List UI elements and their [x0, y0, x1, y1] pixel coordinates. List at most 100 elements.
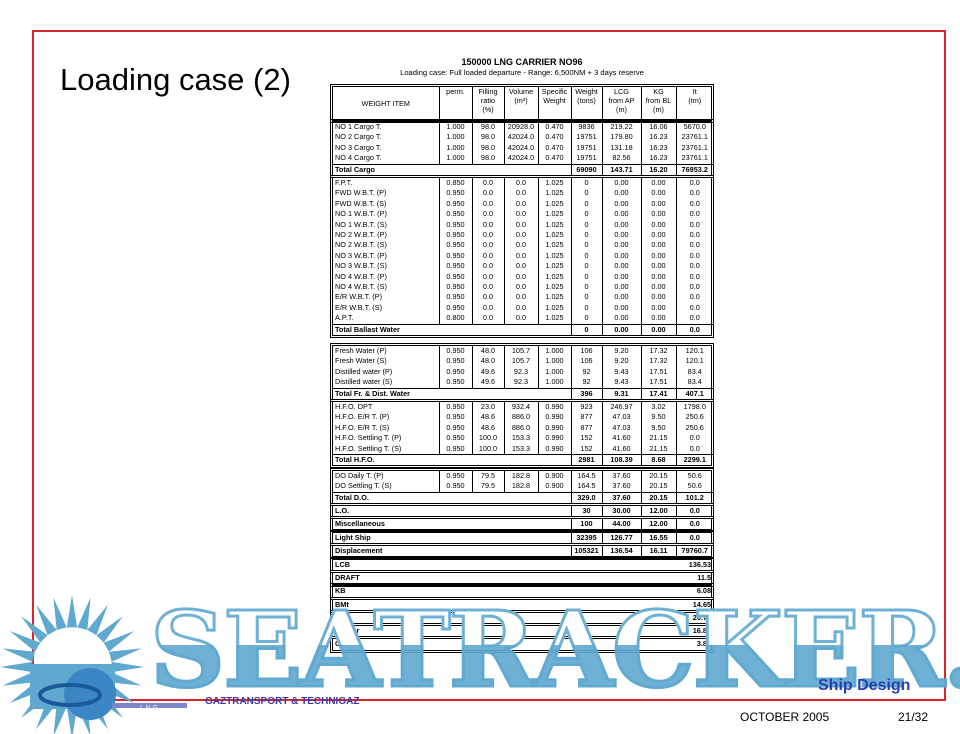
cell: 1.025 [537, 282, 571, 293]
table-row: H.F.O. Settling T. (P) 0.950 100.0 153.3 0.9… [333, 433, 713, 444]
cell: KG cor [333, 626, 602, 636]
cell: NO 4 W.B.T. (P) [335, 271, 387, 281]
header-line: ratio [480, 96, 496, 105]
cell: 0.0 [675, 198, 713, 210]
cell: 0.470 [537, 122, 571, 133]
cell: NO 1 W.B.T. (S) [335, 219, 387, 229]
cell: 0.00 [640, 302, 676, 314]
cell: 0.0 [675, 219, 713, 231]
cell: 1.025 [537, 292, 571, 303]
cell: NO 3 Cargo T. [335, 142, 382, 152]
cell: 0.00 [640, 271, 676, 283]
cell: E/R W.B.T. (P) [335, 292, 383, 302]
cell: 0.950 [438, 302, 472, 314]
cell: 0.00 [601, 198, 641, 210]
cell: 101.2 [675, 491, 713, 504]
cell: 0.0 [471, 292, 504, 303]
cell: 0.0 [675, 313, 713, 325]
cell: 16.23 [640, 132, 676, 143]
cell: 0.0 [503, 188, 538, 199]
cell: 9.50 [640, 412, 676, 423]
column-header: WEIGHT ITEM [333, 87, 439, 120]
summary-row: LCB 136.53 [330, 556, 714, 574]
cell: NO 4 W.B.T. (S) [335, 282, 387, 292]
cell: 1.025 [537, 188, 571, 199]
table-row: NO 4 W.B.T. (S) 0.950 0.0 0.0 1.025 0 0.00 0.00… [333, 282, 713, 293]
cell: 16.23 [640, 142, 676, 154]
cell: 1.025 [537, 219, 571, 231]
table-row: H.F.O. Settling T. (S) 0.950 100.0 153.3 0.9… [333, 443, 713, 455]
table-row: Fresh Water (P) 0.950 48.0 105.7 1.000 106 9.2… [333, 346, 713, 357]
cell: Total D.O. [333, 491, 571, 504]
cell: 21.15 [640, 443, 676, 455]
cell: 16.20 [640, 163, 676, 176]
cell: 250.6 [675, 412, 713, 423]
cell: 9.20 [601, 356, 641, 367]
cell: 0.0 [471, 178, 504, 189]
table-row: NO 4 W.B.T. (P) 0.950 0.0 0.0 1.025 0 0.00 0.00… [333, 271, 713, 283]
cell: 1798.0 [675, 402, 713, 413]
cell: 0.00 [601, 302, 641, 314]
cell: 14.65 [602, 600, 713, 610]
cell: 0 [570, 188, 602, 199]
header-line: (tons) [577, 96, 596, 105]
cell: 1.025 [537, 178, 571, 189]
cell: 0.950 [438, 240, 472, 251]
cell: 0.00 [640, 219, 676, 231]
cell: 0 [570, 178, 602, 189]
cell: Fresh Water (S) [335, 356, 387, 366]
cell: 0.0 [675, 533, 714, 544]
column-header: LCG from AP (m) [601, 87, 641, 120]
table-row: Light Ship 32395 126.77 16.55 0.0 [333, 533, 714, 544]
cell: 164.5 [570, 471, 602, 482]
cell: 17.32 [640, 356, 676, 367]
summary-row: GM3.86 [333, 639, 713, 649]
cell: FWD W.B.T. (P) [335, 188, 387, 198]
cell: 1.000 [438, 122, 472, 133]
cell: 79.5 [471, 471, 504, 482]
column-header: Specific Weight [537, 87, 571, 120]
cell: 0.900 [537, 471, 571, 482]
cell: 1.025 [537, 209, 571, 220]
cell: KMt [333, 613, 602, 623]
cell: 0.0 [471, 261, 504, 272]
cell: 6.08 [696, 586, 712, 596]
cell: KB [335, 586, 346, 596]
cell: 0 [570, 323, 602, 336]
cell: 0.0 [471, 240, 504, 251]
cell: 0 [570, 240, 602, 251]
cell: 12.00 [640, 506, 677, 517]
cell: 0.990 [537, 433, 571, 444]
summary-row: KG cor16.87 [330, 622, 714, 640]
single-row: L.O. 30 30.00 12.00 0.0 [330, 502, 714, 520]
header-line: WEIGHT ITEM [361, 99, 410, 108]
cell: 0.0 [503, 292, 538, 303]
company-name: GAZTRANSPORT & TECHNIGAZ [205, 696, 360, 707]
header-line: KG [653, 87, 664, 96]
cell: H.F.O. E/R T. (P) [335, 412, 390, 422]
header-line: Volume [508, 87, 534, 96]
cell: Fresh Water (P) [335, 346, 387, 355]
cell: Total Ballast Water [333, 323, 571, 336]
cell: 0.950 [438, 422, 472, 434]
cell: 0.00 [640, 323, 676, 336]
cell: 1.000 [438, 142, 472, 154]
cell: 98.0 [471, 122, 504, 133]
cell: 0.950 [438, 188, 472, 199]
total-row: Total D.O. 329.0 37.60 20.15 101.2 [333, 491, 713, 504]
cell: DO Daily T. (P) [335, 471, 384, 480]
cell: 0.950 [438, 292, 472, 303]
cell: 19751 [570, 153, 602, 165]
cell: 0.0 [675, 443, 713, 455]
cell: F.P.T. [335, 178, 353, 187]
cell: 1.000 [438, 153, 472, 165]
cell: 0.950 [438, 402, 472, 413]
cell: 16.11 [640, 546, 676, 557]
header-line: Weight [543, 96, 566, 105]
summary-row: BMt14.65 [333, 600, 713, 610]
cell: 143.71 [601, 163, 641, 176]
cell: 76953.2 [675, 163, 713, 176]
cell: 0.00 [640, 240, 676, 251]
cell: 0 [570, 261, 602, 272]
cell: 0.0 [471, 313, 504, 325]
